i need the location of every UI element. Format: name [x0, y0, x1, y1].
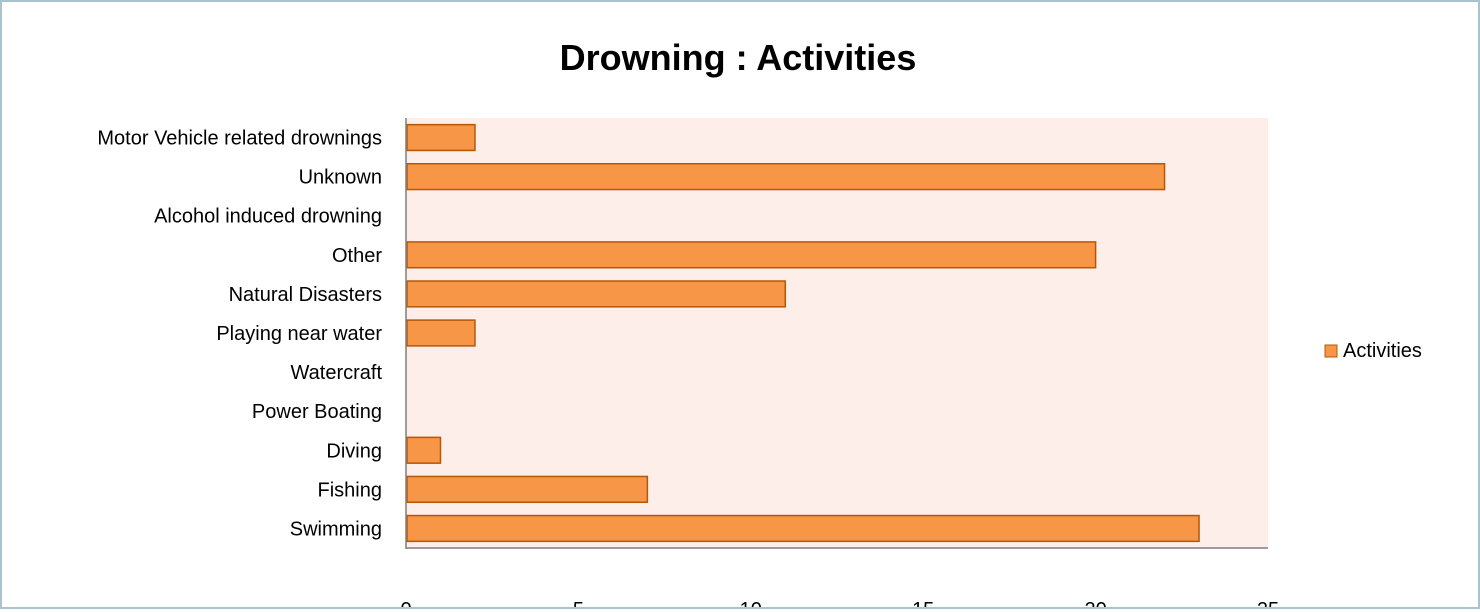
x-tick-label: 0 [400, 599, 411, 607]
bar [406, 280, 787, 308]
bar [406, 162, 1166, 191]
category-label: Other [332, 245, 382, 267]
category-label: Motor Vehicle related drownings [97, 128, 382, 150]
category-label: Playing near water [216, 323, 382, 345]
x-tick-label: 5 [573, 599, 584, 607]
x-tick-label: 10 [740, 599, 762, 607]
bar [406, 123, 476, 152]
category-label: Unknown [299, 167, 382, 189]
bar [406, 319, 476, 347]
category-label: Diving [326, 440, 382, 462]
category-label: Swimming [290, 518, 382, 540]
x-tick-label: 20 [1084, 599, 1106, 607]
category-label: Power Boating [252, 401, 382, 423]
category-label: Fishing [318, 479, 382, 501]
category-labels: Motor Vehicle related drownings Unknown Al… [97, 128, 382, 541]
legend-swatch [1324, 344, 1338, 358]
legend-label: Activities [1343, 340, 1422, 362]
chart-title: Drowning : Activities [560, 37, 917, 78]
legend: Activities [1324, 340, 1422, 362]
bars-group [406, 123, 1200, 543]
x-tick-label: 25 [1257, 599, 1279, 607]
category-label: Watercraft [291, 362, 383, 384]
category-label: Alcohol induced drowning [154, 206, 382, 228]
category-label: Natural Disasters [229, 284, 382, 306]
bar [406, 436, 442, 464]
x-tick-labels: 0 5 10 15 20 25 [400, 599, 1279, 612]
bar [406, 475, 649, 504]
bar [406, 514, 1200, 543]
bar [406, 241, 1097, 269]
x-tick-label: 15 [912, 599, 934, 607]
